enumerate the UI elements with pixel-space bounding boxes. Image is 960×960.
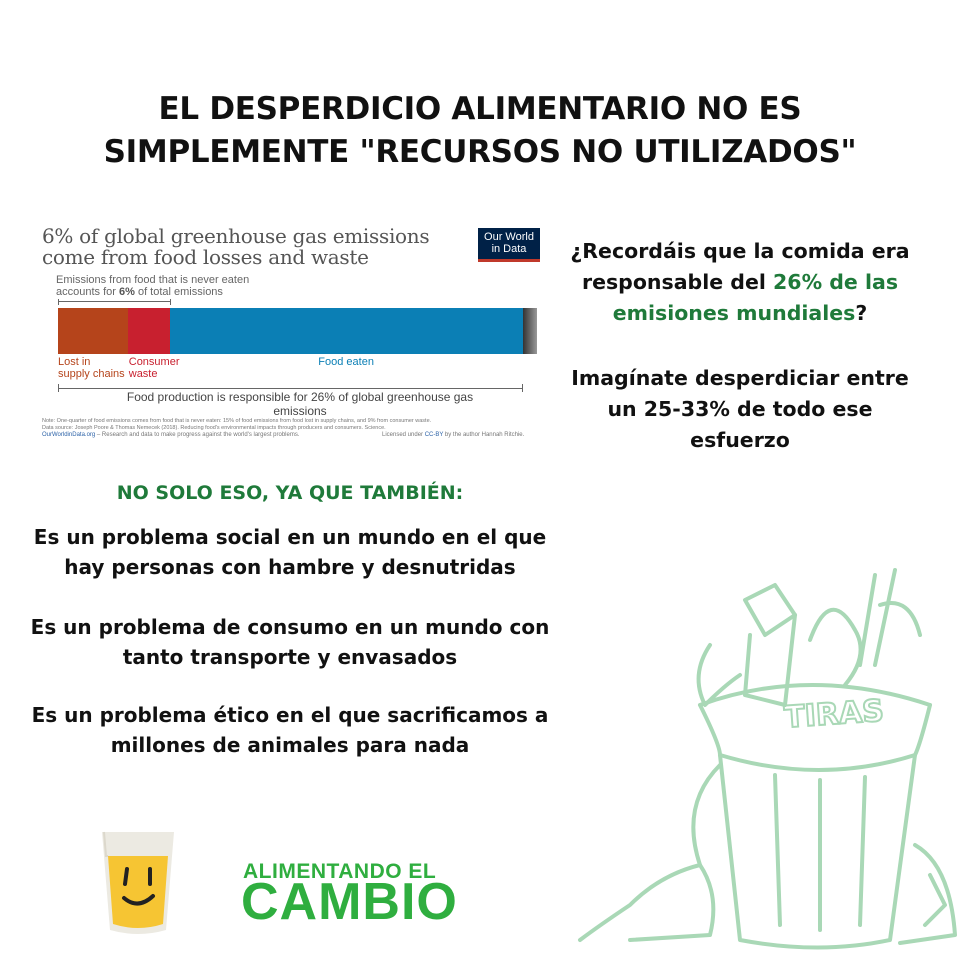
- license-footer: Licensed under CC-BY by the author Hanna…: [382, 432, 524, 438]
- point-ethics: Es un problema ético en el que sacrifica…: [31, 703, 549, 757]
- emissions-chart-image: 6% of global greenhouse gas emissions co…: [40, 222, 545, 452]
- point-consumption: Es un problema de consumo en un mundo co…: [30, 615, 550, 669]
- bar-end-shade: [523, 308, 537, 354]
- bar-segment-food-eaten: [169, 308, 523, 354]
- source-line: Data source: Joseph Poore & Thomas Nemec…: [42, 425, 386, 431]
- annotation-bold: 6%: [118, 286, 135, 298]
- license-link[interactable]: CC-BY: [424, 432, 444, 438]
- bar-segment-supply-chains: [58, 308, 128, 354]
- reminder-paragraph: ¿Recordáis que la comida era responsable…: [555, 236, 925, 329]
- annotation-line1: Emissions from food that is never eaten: [56, 274, 250, 286]
- can-body: [718, 753, 917, 950]
- production-label: Food production is responsible for 26% o…: [100, 390, 500, 418]
- label-consumer-waste-1: Consumer: [128, 356, 180, 368]
- brand-logo-line1: ALIMENTANDO EL: [243, 860, 437, 883]
- label-consumer-waste-2: waste: [128, 368, 158, 380]
- label-food-eaten: Food eaten: [318, 356, 374, 368]
- owid-site-link[interactable]: OurWorldinData.org: [42, 432, 96, 438]
- owid-logo-line2: in Data: [491, 243, 527, 255]
- label-supply-chains-1: Lost in: [58, 356, 91, 368]
- owid-site-desc: – Research and data to make progress aga…: [95, 432, 300, 438]
- license-pre: Licensed under: [382, 432, 425, 438]
- label-consumer-waste: Consumer waste: [129, 356, 180, 380]
- chart-title: 6% of global greenhouse gas emissions co…: [42, 224, 430, 269]
- point-social: Es un problema social en un mundo en el …: [33, 525, 547, 579]
- reminder-highlight: 26% de las emisiones mundiales: [612, 270, 899, 325]
- trash-can-illustration: TIRAS: [578, 568, 957, 950]
- license-post: by the author Hannah Ritchie.: [443, 432, 525, 438]
- imagine-paragraph: Imagínate desperdiciar entre un 25-33% d…: [571, 366, 909, 452]
- reminder-before: ¿Recordáis que la comida era responsable…: [570, 239, 910, 294]
- annotation-line2: accounts for 6% of total emissions: [56, 286, 249, 298]
- owid-footer: OurWorldinData.org – Research and data t…: [42, 432, 300, 438]
- section-heading: NO SOLO ESO, YA QUE TAMBIÉN:: [116, 482, 464, 504]
- owid-logo-line1: Our World: [484, 231, 534, 243]
- brand-logo-line2: CAMBIO: [241, 873, 458, 931]
- production-bracket: [58, 384, 523, 392]
- annotation-pre: accounts for: [56, 286, 119, 298]
- owid-logo: Our World in Data: [478, 228, 540, 262]
- chart-annotation: Emissions from food that is never eaten …: [56, 274, 249, 298]
- note-line: Note: One-quarter of food emissions come…: [42, 418, 432, 424]
- bar-segment-consumer-waste: [127, 308, 170, 354]
- chart-note: Note: One-quarter of food emissions come…: [42, 418, 542, 432]
- waste-bracket: [58, 299, 171, 305]
- annotation-post: of total emissions: [134, 286, 223, 298]
- can-rim: [698, 683, 932, 707]
- juice-glass-logo-icon: [102, 831, 174, 934]
- milk-carton: [743, 583, 797, 637]
- food-scraps: [808, 608, 863, 687]
- spilled-bag: [578, 763, 722, 942]
- label-supply-chains: Lost in supply chains: [58, 356, 125, 380]
- reminder-after: ?: [855, 301, 868, 325]
- label-supply-chains-2: supply chains: [58, 368, 125, 380]
- label-food-eaten-1: Food eaten: [318, 356, 374, 368]
- page-title: EL DESPERDICIO ALIMENTARIO NO ES SIMPLEM…: [103, 91, 857, 170]
- tiras-text: TIRAS: [783, 694, 885, 736]
